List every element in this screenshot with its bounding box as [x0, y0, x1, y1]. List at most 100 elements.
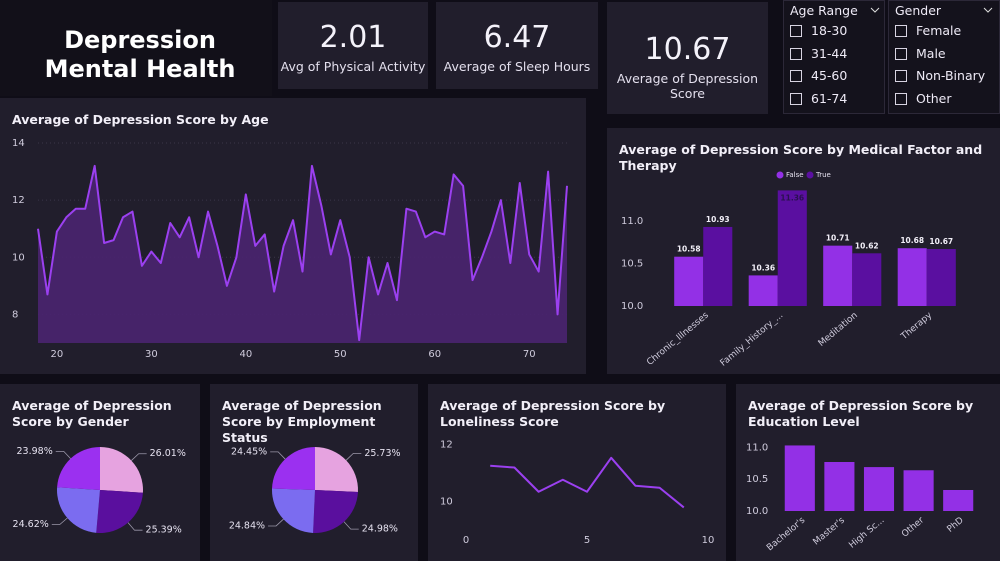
chart-title: Average of Depression Score by Employmen…: [222, 398, 382, 445]
slicer-item[interactable]: 31-44: [790, 46, 847, 61]
pie-slice: [272, 447, 315, 490]
slicer-item-label: Non-Binary: [916, 68, 986, 83]
chart-canvas: 10.0 10.5 11.0 Bachelor's Master's High Sc...…: [746, 442, 974, 553]
chart-title: Average of Depression Score by Education…: [748, 398, 974, 429]
y-tick-label: 11.0: [621, 216, 643, 227]
kpi-label: Average of Sleep Hours: [443, 59, 591, 74]
bar: [824, 462, 855, 511]
pie-slice: [100, 447, 143, 493]
bar: [703, 226, 733, 306]
x-tick-label: Chronic_Illnesses: [645, 310, 711, 367]
x-tick-label: Family_History_...: [719, 311, 786, 369]
y-tick-label: 11.0: [746, 442, 768, 453]
slicer-title: Gender: [895, 3, 942, 18]
x-tick-label: Other: [900, 515, 926, 539]
slicer-item[interactable]: Other: [895, 91, 952, 106]
bar: [903, 470, 934, 511]
legend-marker: [806, 171, 814, 179]
data-label: 10.71: [826, 234, 850, 243]
data-label: 24.62%: [13, 519, 49, 530]
x-tick-label: Bachelor's: [765, 515, 807, 553]
bar: [823, 245, 853, 306]
slicer-item[interactable]: Male: [895, 46, 946, 61]
leader-line: [268, 518, 284, 527]
leader-line: [345, 452, 362, 461]
kpi-value: 6.47: [483, 20, 551, 55]
pie-slice: [313, 490, 358, 533]
slicer-item-label: 31-44: [811, 46, 848, 61]
chart-canvas: 8 10 12 14 20 30 40 50 60 70: [12, 138, 568, 360]
x-tick-label: 60: [428, 349, 441, 360]
legend-label: True: [815, 171, 831, 179]
data-label: 25.73%: [364, 448, 400, 459]
chart-panel: Average of Depression Score by Lonelines…: [428, 384, 726, 561]
data-label: 24.98%: [362, 524, 398, 535]
slicer-item-label: Male: [916, 46, 946, 61]
x-tick-label: 0: [463, 535, 469, 546]
slicer: Gender Female Male Non-Binary Other: [888, 0, 1000, 114]
bar: [748, 275, 778, 306]
pie-slice: [57, 487, 100, 533]
pie-slice: [96, 490, 143, 533]
chevron[interactable]: [983, 6, 993, 14]
pie-slice: [57, 447, 100, 490]
slicer-item[interactable]: 18-30: [790, 23, 847, 38]
data-label: 10.68: [900, 236, 924, 245]
chart-panel: Average of Depression Score by Age 8 10 12…: [0, 98, 586, 374]
kpi-label: Avg of Physical Activity: [280, 59, 426, 74]
chart-title: Average of Depression Score by Age: [12, 112, 269, 127]
data-label: 26.01%: [150, 448, 186, 459]
leader-line: [51, 517, 68, 525]
chart-panel: Average of Depression Score by Medical F…: [607, 128, 1000, 374]
x-tick-label: 30: [145, 349, 158, 360]
y-tick-label: 8: [12, 309, 18, 320]
bar: [943, 490, 974, 511]
pie-slice: [272, 488, 315, 533]
slicer-item-label: Other: [916, 91, 952, 106]
x-tick-label: 20: [51, 349, 64, 360]
slicer-item[interactable]: Female: [895, 23, 961, 38]
bar: [784, 445, 815, 511]
chart-panel: Average of Depression Score by Gender 26…: [0, 384, 200, 561]
slicer-title: Age Range: [790, 3, 858, 18]
data-label: 23.98%: [17, 446, 53, 457]
x-tick-label: 70: [523, 349, 536, 360]
chart-canvas: 26.01% 25.39% 24.62% 23.98%: [13, 446, 186, 536]
slicer-item-label: 45-60: [811, 68, 848, 83]
slicer-item[interactable]: 61-74: [790, 91, 847, 106]
slicer: Age Range 18-30 31-44 45-60 61-74: [783, 0, 885, 114]
x-tick-label: 10: [702, 535, 715, 546]
chart-panel: Average of Depression Score by Education…: [736, 384, 1000, 561]
leader-line: [343, 521, 359, 530]
kpi-card: 6.47 Average of Sleep Hours: [436, 2, 598, 89]
bar: [926, 249, 956, 306]
kpi-label: Average of Depression Score: [616, 71, 759, 101]
x-tick-label: Master's: [811, 515, 847, 547]
data-label: 24.84%: [229, 520, 265, 531]
y-tick-label: 10.5: [621, 259, 643, 270]
chevron[interactable]: [870, 6, 880, 14]
data-label: 10.36: [751, 263, 775, 272]
kpi-card: 2.01 Avg of Physical Activity: [278, 2, 428, 89]
leader-line: [55, 450, 71, 459]
slicer-item-label: 61-74: [811, 91, 848, 106]
y-tick-label: 12: [12, 195, 25, 206]
dashboard-title: Depression Mental Health: [44, 26, 236, 83]
chart-canvas: 10 12 0 5 10: [440, 440, 715, 546]
slicer-item-label: 18-30: [811, 23, 848, 38]
bar: [897, 248, 927, 306]
data-label: 10.93: [706, 215, 730, 224]
chart-title: Average of Depression Score by Gender: [12, 398, 172, 429]
x-tick-label: 50: [334, 349, 347, 360]
slicer-item-label: Female: [916, 23, 962, 38]
leader-line: [131, 453, 147, 461]
bar: [863, 467, 895, 511]
slicer-item[interactable]: 45-60: [790, 68, 847, 83]
slicer-item[interactable]: Non-Binary: [895, 68, 985, 83]
y-tick-label: 10.0: [746, 506, 768, 517]
data-label: 25.39%: [146, 525, 182, 536]
bar: [777, 190, 807, 306]
y-tick-label: 12: [440, 440, 453, 451]
data-label: 10.58: [677, 245, 701, 254]
